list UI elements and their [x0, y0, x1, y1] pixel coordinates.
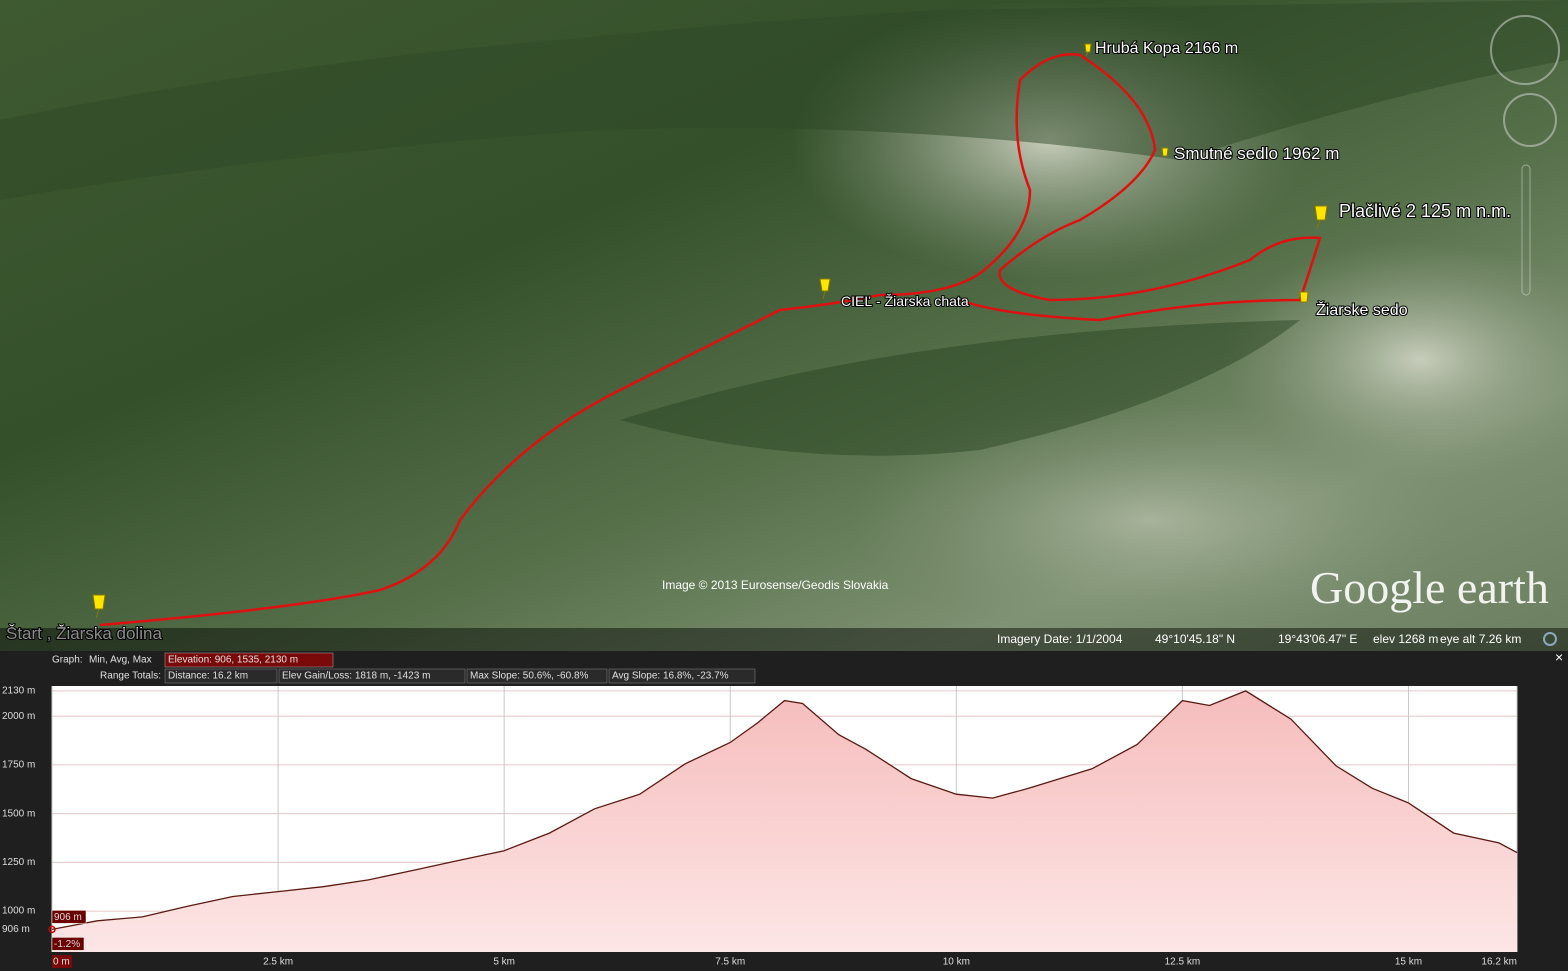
pin — [1161, 147, 1169, 157]
streaming-indicator — [1543, 632, 1557, 646]
header-cell[interactable] — [608, 668, 756, 684]
close-button[interactable]: × — [1555, 649, 1563, 665]
longitude: 19°43'06.47" E — [1278, 632, 1357, 646]
placemark-label[interactable]: Smutné sedlo 1962 m — [1173, 143, 1340, 164]
look-control[interactable] — [1503, 93, 1557, 147]
y-tick-label: 2000 m — [2, 711, 35, 722]
route-path — [99, 53, 1322, 627]
y-tick-label: 1750 m — [2, 760, 35, 771]
valley-shadow — [620, 320, 1300, 456]
x-tick-label: 15 km — [1395, 957, 1422, 968]
placemark-label[interactable]: Žiarske sedo — [1315, 299, 1409, 320]
placemark-pins — [92, 43, 1328, 619]
imagery-date: Imagery Date: 1/1/2004 — [997, 632, 1123, 646]
placemark-label[interactable]: Hrubá Kopa 2166 m — [1094, 39, 1239, 58]
rock-area — [850, 400, 1450, 640]
graph-options[interactable]: Min, Avg, Max — [89, 655, 152, 666]
graph-label: Graph: — [52, 655, 83, 666]
x-tick-label: 2.5 km — [263, 957, 293, 968]
max-slope[interactable]: Max Slope: 50.6%, -60.8% — [470, 671, 589, 682]
cursor-elevation: 906 m — [54, 912, 82, 923]
eye-altitude: eye alt 7.26 km — [1440, 632, 1521, 646]
x-tick-label: 7.5 km — [715, 957, 745, 968]
y-tick-label: 2130 m — [2, 686, 35, 697]
status-bar — [0, 628, 1568, 651]
pin — [1084, 43, 1092, 57]
elevation-area — [52, 690, 1517, 952]
map-view[interactable]: Hrubá Kopa 2166 m Smutné sedlo 1962 m Pl… — [0, 0, 1568, 651]
navigation-controls[interactable] — [1490, 15, 1560, 296]
zoom-slider[interactable] — [1521, 164, 1531, 296]
pin — [1314, 205, 1328, 229]
x-tick-label: 0 m — [53, 957, 70, 968]
profile-chart: 906 m 1000 m 1250 m 1500 m 1750 m 2000 m 2130 … — [2, 686, 1518, 968]
pin — [1299, 291, 1309, 303]
cursor-box — [52, 955, 72, 968]
header-cell[interactable] — [164, 652, 334, 668]
cursor-point — [48, 925, 56, 934]
placemark-label[interactable]: Štart , Žiarska dolina — [5, 623, 163, 644]
placemark-label[interactable]: CIEĽ - Žiarska chata — [840, 292, 970, 310]
cursor-slope: -1.2% — [54, 939, 80, 950]
gain-loss[interactable]: Elev Gain/Loss: 1818 m, -1423 m — [282, 671, 430, 682]
elevation-stats[interactable]: Elevation: 906, 1535, 2130 m — [168, 655, 298, 666]
distance[interactable]: Distance: 16.2 km — [168, 671, 248, 682]
avg-slope[interactable]: Avg Slope: 16.8%, -23.7% — [612, 671, 729, 682]
valley-shadow — [0, 0, 1568, 200]
header-cell[interactable] — [164, 668, 278, 684]
placemark-label[interactable]: Plačlivé 2 125 m n.m. — [1338, 200, 1512, 222]
pin — [92, 594, 106, 619]
x-tick-label: 16.2 km — [1481, 957, 1517, 968]
header-cell[interactable] — [466, 668, 608, 684]
attribution: Image © 2013 Eurosense/Geodis Slovakia — [662, 578, 889, 592]
cursor-box — [51, 910, 87, 924]
cursor-box — [51, 937, 85, 951]
x-tick-label: 10 km — [943, 957, 970, 968]
elevation-line — [51, 690, 1518, 931]
google-earth-logo: Google earth — [1310, 562, 1549, 613]
x-tick-label: 5 km — [493, 957, 515, 968]
compass[interactable] — [1490, 15, 1560, 85]
y-tick-label: 1250 m — [2, 857, 35, 868]
y-tick-label: 1000 m — [2, 906, 35, 917]
elevation: elev 1268 m — [1373, 632, 1438, 646]
x-tick-label: 12.5 km — [1165, 957, 1201, 968]
latitude: 49°10'45.18" N — [1155, 632, 1235, 646]
y-tick-label: 906 m — [2, 924, 30, 935]
header-cell[interactable] — [278, 668, 466, 684]
pin — [819, 278, 831, 300]
y-tick-label: 1500 m — [2, 808, 35, 819]
range-label: Range Totals: — [100, 671, 161, 682]
